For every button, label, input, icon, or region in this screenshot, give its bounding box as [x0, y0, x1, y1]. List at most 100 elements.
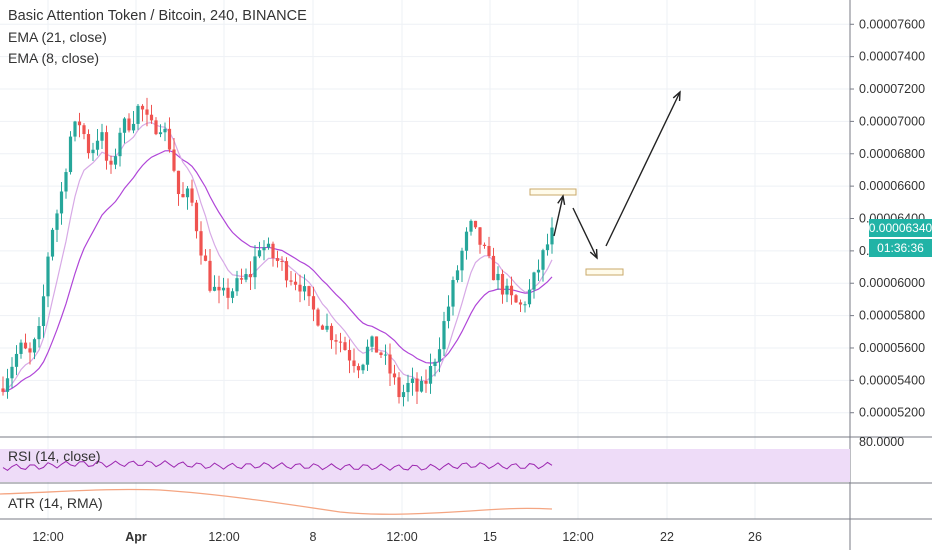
candle	[86, 134, 91, 154]
candle	[19, 342, 23, 354]
candle	[500, 273, 505, 295]
countdown-badge: 01:36:36	[869, 239, 932, 257]
candle	[469, 220, 473, 232]
candle	[446, 306, 451, 322]
candle	[32, 339, 37, 353]
y-tick-label: 0.00007600	[859, 17, 925, 31]
candle	[208, 260, 212, 291]
candle	[487, 245, 491, 256]
candle	[514, 295, 518, 303]
candle	[82, 125, 86, 135]
candle	[176, 170, 181, 195]
candle	[127, 118, 131, 131]
candle	[46, 256, 50, 297]
candle	[320, 325, 325, 330]
candle	[379, 352, 383, 356]
candle	[505, 285, 509, 295]
candle	[491, 255, 496, 281]
candle	[55, 213, 59, 230]
candle	[545, 244, 550, 251]
candle	[536, 269, 541, 273]
candle	[190, 188, 194, 203]
candle	[316, 309, 320, 326]
candle	[356, 366, 361, 371]
candle	[334, 340, 338, 342]
rsi-legend: RSI (14, close)	[8, 448, 101, 464]
rsi-level-label: 80.0000	[859, 435, 904, 449]
candle	[388, 354, 392, 374]
candle	[41, 296, 46, 327]
y-tick-label: 0.00005200	[859, 406, 925, 420]
y-tick-label: 0.00005400	[859, 373, 925, 387]
candle	[154, 120, 158, 135]
candle	[401, 392, 406, 398]
candle	[383, 354, 388, 356]
candle	[203, 255, 208, 261]
y-tick-label: 0.00005600	[859, 341, 925, 355]
candle	[550, 227, 554, 245]
candlestick-series	[1, 97, 554, 407]
candle	[50, 229, 55, 257]
candle	[113, 156, 118, 165]
candle	[194, 202, 199, 232]
candle	[275, 258, 280, 261]
y-tick-label: 0.00006000	[859, 276, 925, 290]
candle	[5, 378, 10, 392]
candle	[298, 284, 302, 292]
candle	[482, 244, 487, 246]
candle	[478, 227, 482, 245]
candle	[496, 273, 500, 281]
drawing-annotations	[529, 90, 681, 276]
forecast-arrow	[572, 207, 598, 259]
y-tick-label: 0.00007400	[859, 50, 925, 64]
candle	[343, 342, 347, 350]
candle	[523, 304, 527, 306]
candle	[262, 247, 266, 251]
candle	[109, 160, 113, 165]
candle	[451, 280, 455, 307]
y-tick-label: 0.00007000	[859, 114, 925, 128]
x-tick-label: 12:00	[562, 530, 593, 544]
candle	[221, 287, 226, 291]
forecast-arrowhead	[557, 194, 566, 205]
candle	[28, 348, 32, 353]
candle	[167, 128, 172, 150]
candle	[10, 366, 14, 379]
candle	[122, 118, 127, 133]
candle	[163, 128, 167, 133]
forecast-arrowhead	[672, 90, 681, 102]
candle	[136, 105, 140, 124]
candle	[347, 349, 352, 361]
candle	[212, 286, 217, 291]
forecast-arrow	[553, 195, 564, 237]
candle	[217, 286, 221, 291]
candle	[307, 286, 311, 297]
legend-ema-21: EMA (21, close)	[8, 29, 107, 45]
forecast-arrow	[605, 91, 681, 247]
candle	[253, 256, 257, 278]
candle	[338, 341, 343, 343]
candle	[91, 149, 95, 154]
candle	[352, 360, 356, 367]
candle	[419, 380, 424, 392]
candle	[77, 121, 82, 126]
candle	[145, 109, 149, 115]
candle	[284, 261, 289, 281]
candle	[104, 132, 109, 161]
candle	[464, 231, 469, 251]
rsi-path	[2, 460, 553, 472]
candle	[293, 281, 298, 285]
candle	[302, 286, 307, 292]
candle	[131, 123, 136, 131]
y-tick-label: 0.00007200	[859, 82, 925, 96]
target-zone-lower	[585, 268, 624, 276]
candle	[527, 289, 532, 305]
y-tick-label: 0.00006800	[859, 147, 925, 161]
target-zone-upper	[529, 188, 577, 196]
candle	[226, 287, 230, 298]
candle	[365, 346, 370, 365]
x-tick-label: 8	[310, 530, 317, 544]
candle	[442, 321, 446, 350]
candle	[455, 270, 460, 281]
